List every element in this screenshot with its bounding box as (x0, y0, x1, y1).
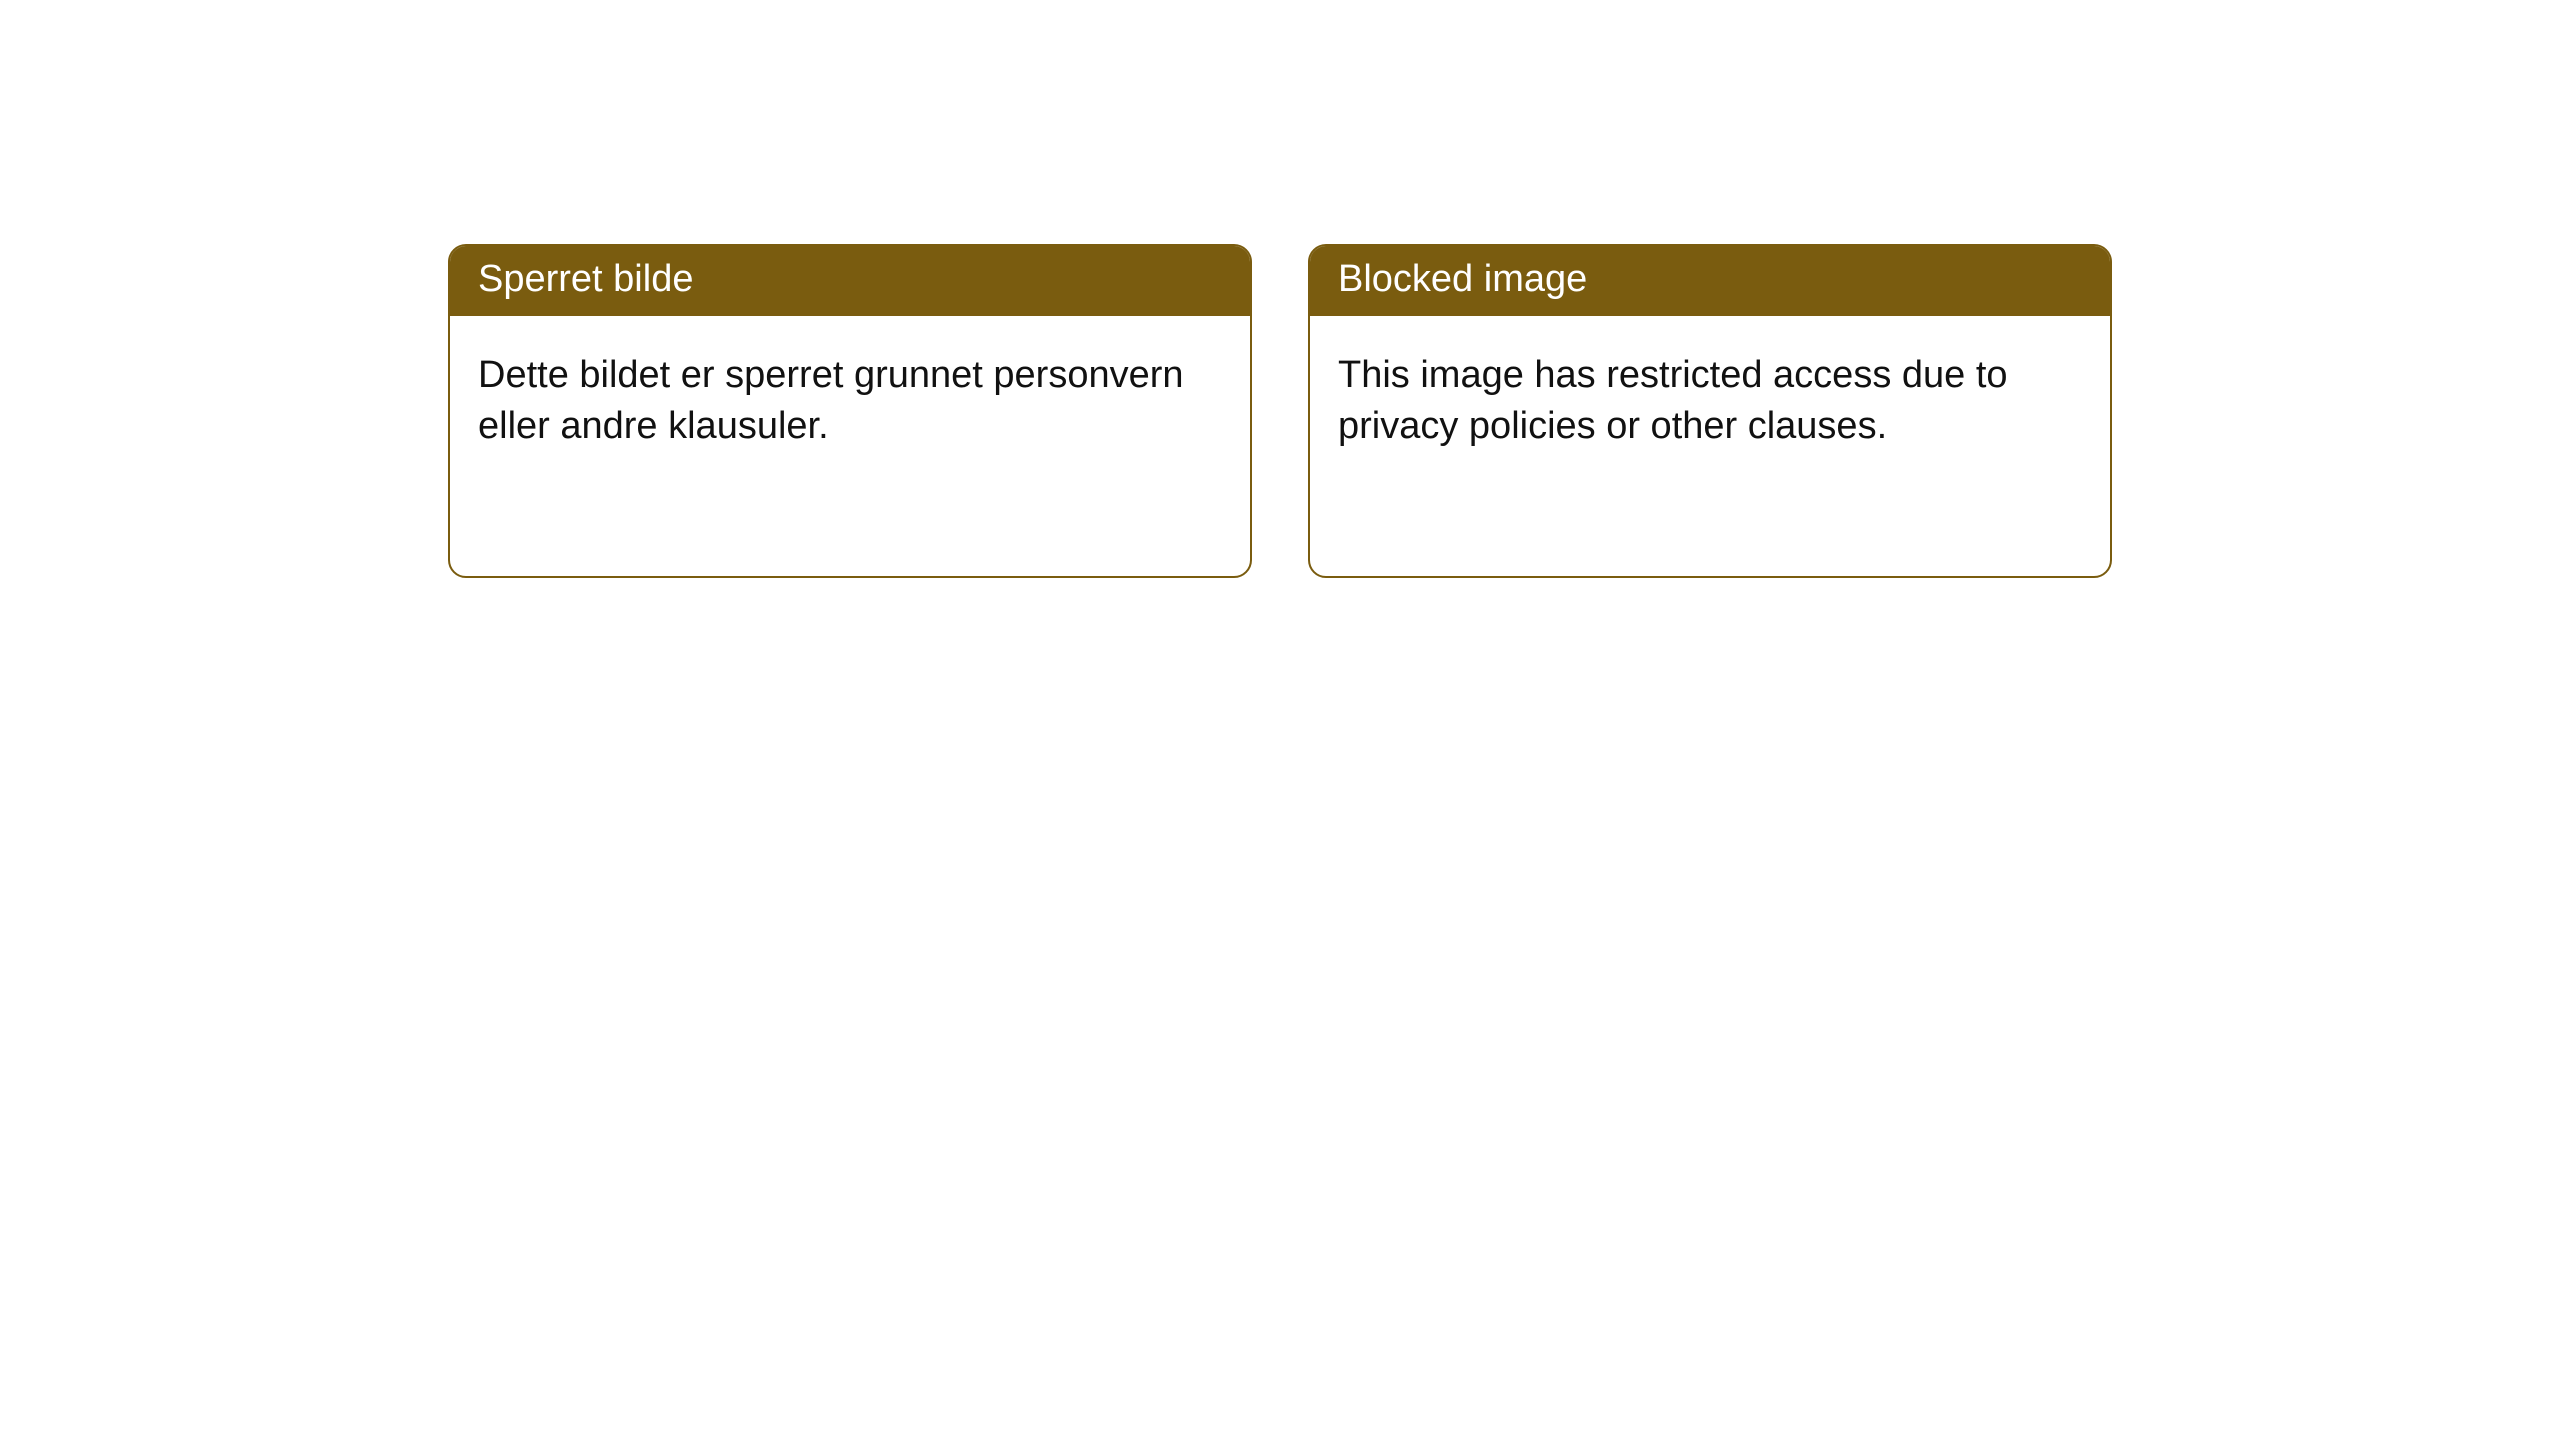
card-header: Blocked image (1310, 246, 2110, 316)
notice-card-norwegian: Sperret bilde Dette bildet er sperret gr… (448, 244, 1252, 578)
card-header: Sperret bilde (450, 246, 1250, 316)
card-body: This image has restricted access due to … (1310, 316, 2110, 487)
card-body: Dette bildet er sperret grunnet personve… (450, 316, 1250, 487)
notice-card-english: Blocked image This image has restricted … (1308, 244, 2112, 578)
notice-cards-container: Sperret bilde Dette bildet er sperret gr… (0, 0, 2560, 578)
